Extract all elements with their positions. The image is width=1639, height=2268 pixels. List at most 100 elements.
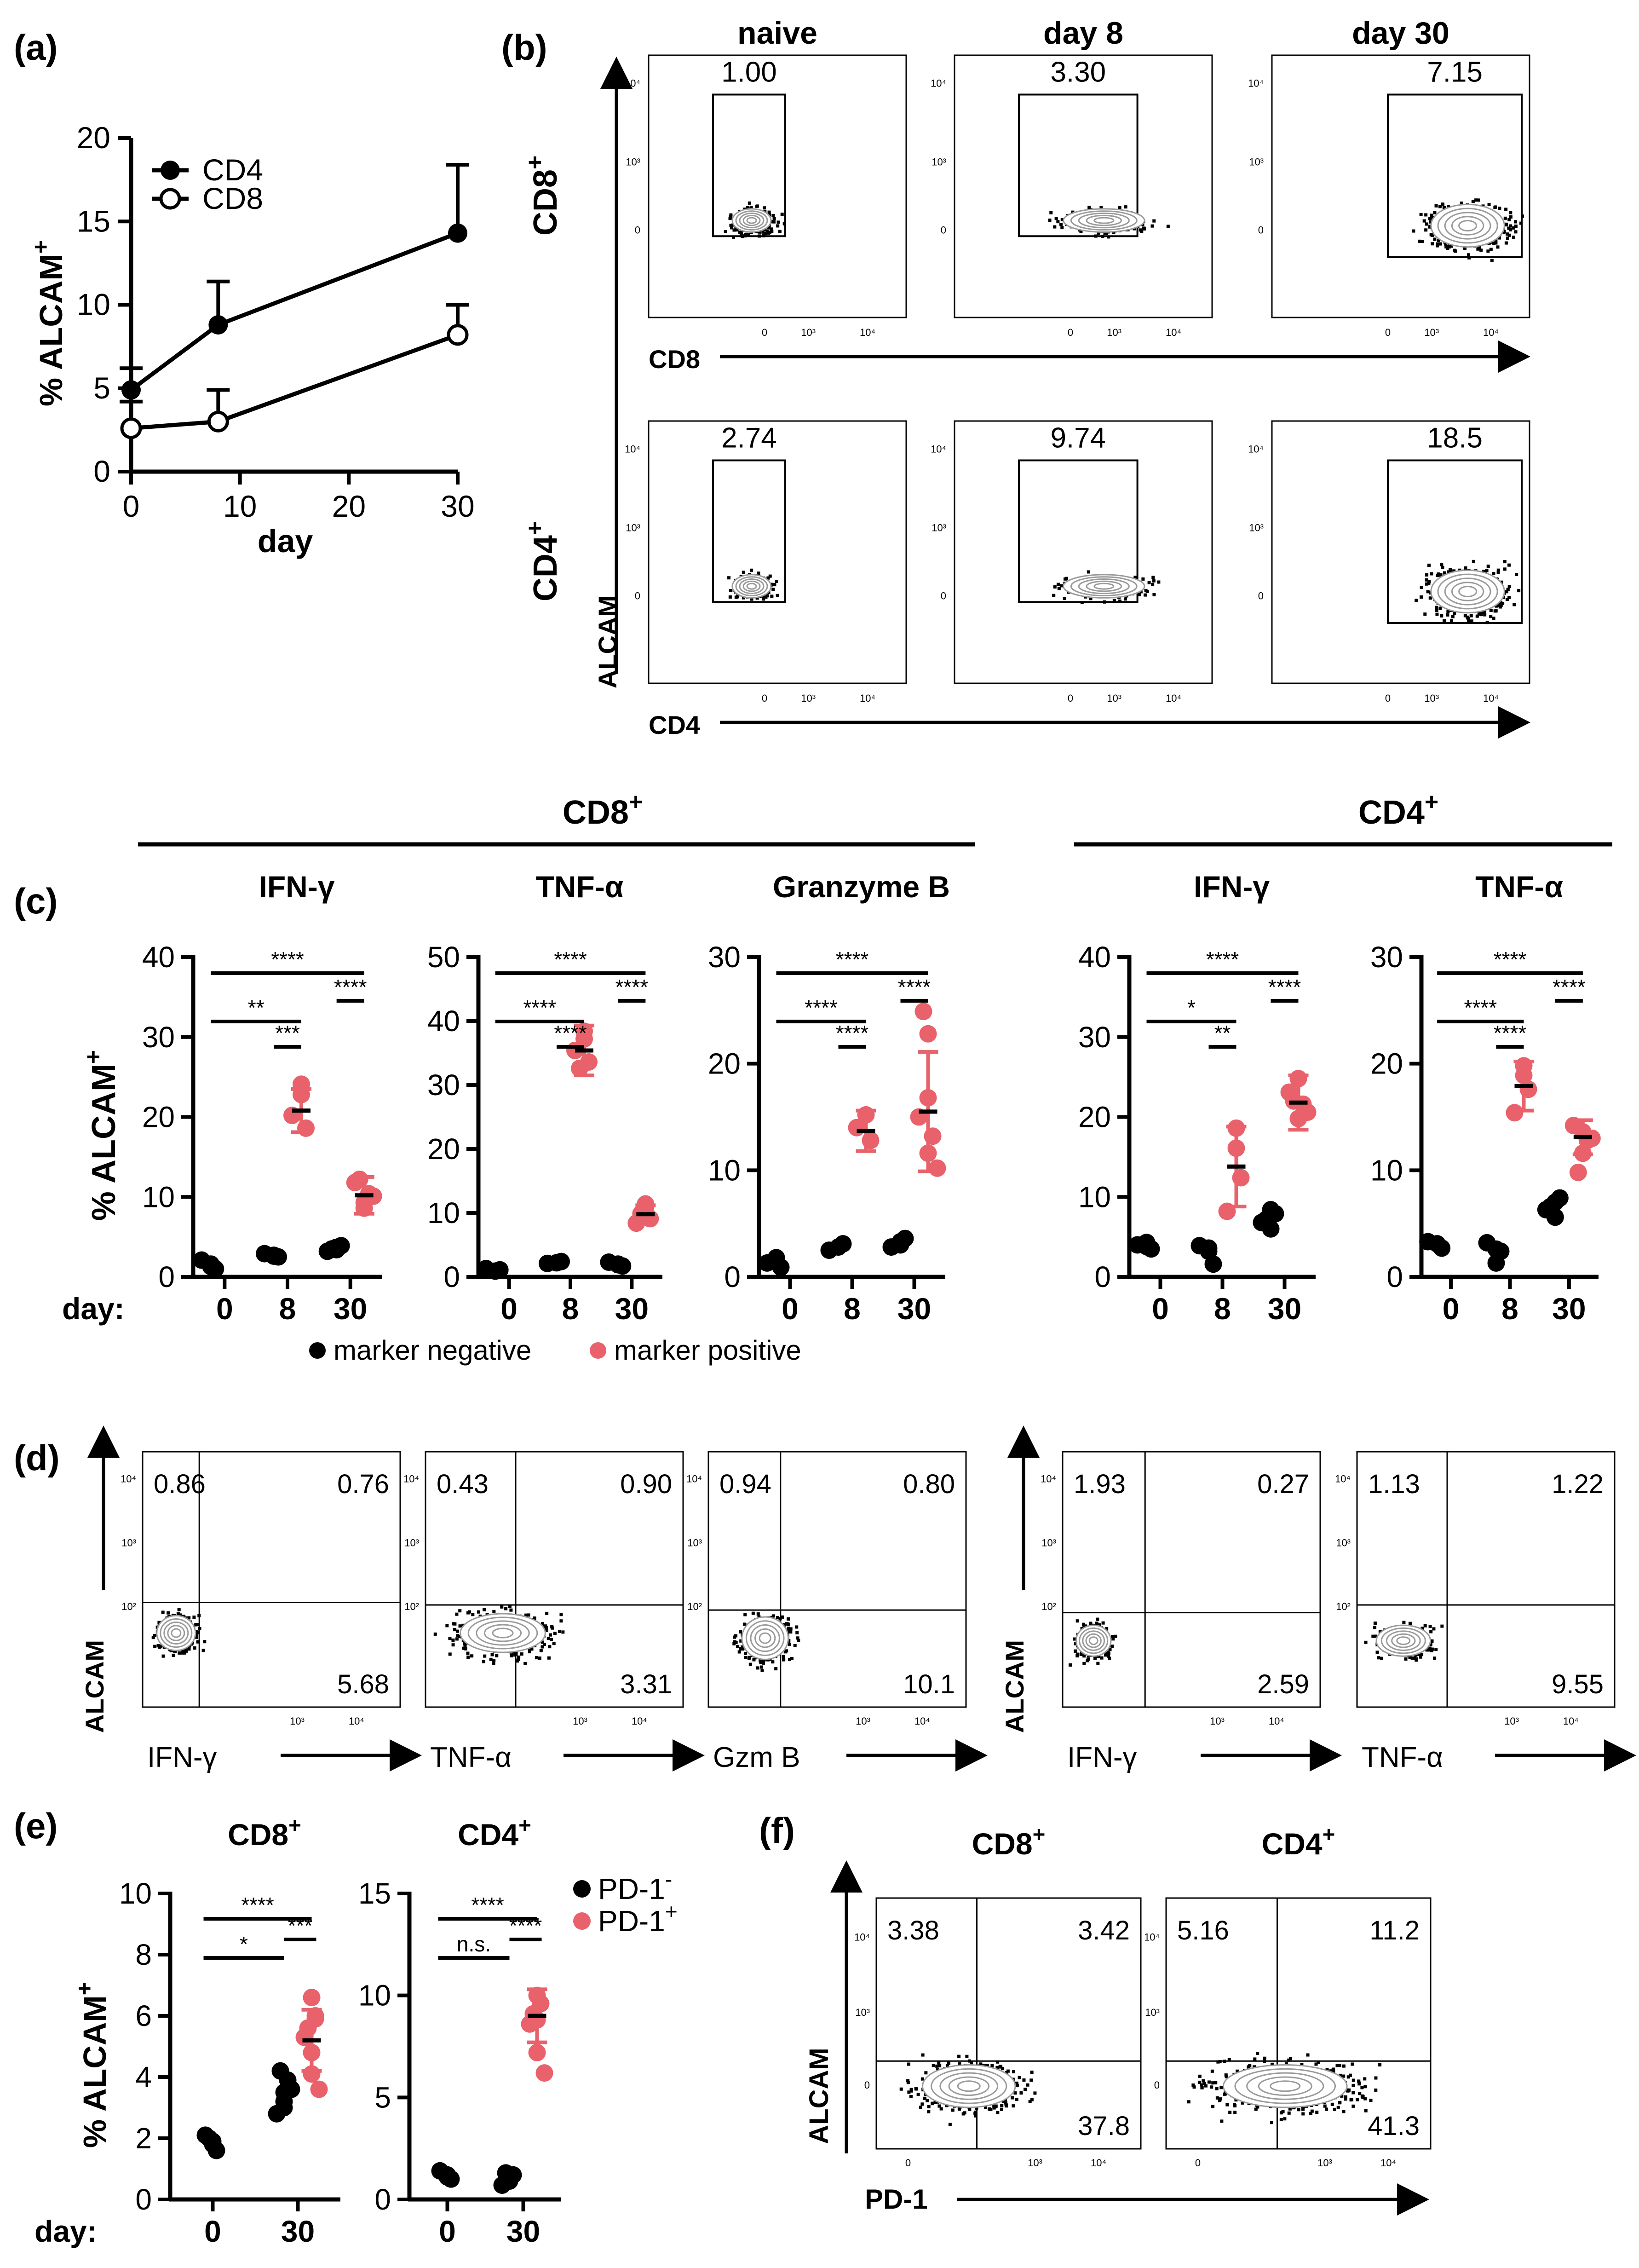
event-dot (780, 213, 784, 216)
event-dot (1133, 576, 1137, 579)
event-dot (762, 1659, 765, 1662)
y-tick-label: 20 (142, 1101, 175, 1134)
quadrant-lower-right: 2.59 (1257, 1669, 1309, 1699)
event-dot (528, 1650, 531, 1654)
contour-ring (1222, 2064, 1348, 2108)
x-tick-label: 8 (562, 1292, 579, 1326)
significance-label: **** (898, 975, 931, 999)
event-dot (1279, 2111, 1283, 2115)
event-dot (1011, 2096, 1014, 2100)
event-dot (1437, 572, 1440, 576)
event-dot (1377, 1656, 1380, 1660)
event-dot (1080, 600, 1084, 604)
panel-letter: (b) (501, 27, 547, 68)
event-dot (927, 2105, 931, 2108)
event-dot (1333, 2107, 1336, 2111)
y-tick-label: 10³ (121, 1537, 136, 1548)
contour-ring (735, 210, 768, 231)
event-dot (1287, 2058, 1291, 2062)
negative-point (891, 1233, 909, 1251)
contour-ring (1063, 574, 1145, 599)
event-dot (1152, 593, 1156, 596)
column-title: day 30 (1352, 16, 1449, 51)
event-dot (1505, 590, 1509, 594)
event-dot (1107, 235, 1110, 239)
event-dot (1336, 2106, 1340, 2109)
event-dot (1019, 2091, 1023, 2095)
event-dot (1428, 217, 1432, 220)
event-dot (1256, 2052, 1259, 2055)
event-dot (1449, 568, 1452, 571)
event-dot (1437, 239, 1440, 242)
gate-percentage: 3.30 (1050, 57, 1106, 88)
event-dot (1104, 1653, 1108, 1657)
y-tick-label: 20 (708, 1047, 741, 1080)
event-dot (1380, 1656, 1384, 1660)
event-dot (773, 583, 776, 587)
event-dot (1504, 208, 1508, 211)
event-dot (1270, 2121, 1273, 2124)
event-dot (1443, 571, 1446, 575)
event-dot (1479, 248, 1483, 252)
event-dot (1004, 2103, 1008, 2106)
event-dot (161, 1610, 165, 1614)
event-dot (758, 230, 761, 234)
event-dot (1356, 2098, 1359, 2101)
plot-title-main: CD8 (228, 1818, 288, 1852)
event-dot (1434, 1648, 1438, 1651)
event-dot (989, 2107, 993, 2111)
event-dot (927, 2110, 931, 2113)
event-dot (1440, 614, 1443, 617)
event-dot (451, 1638, 455, 1642)
event-dot (755, 204, 759, 208)
significance-label: **** (615, 975, 649, 999)
event-dot (751, 1611, 755, 1615)
x-tick-label: 10³ (1504, 1715, 1519, 1727)
event-dot (1346, 2088, 1349, 2092)
legend-marker (159, 188, 181, 210)
y-axis-label-sup: + (71, 1982, 98, 1995)
event-dot (492, 1659, 496, 1662)
event-dot (1363, 2097, 1367, 2101)
event-dot (1018, 2076, 1021, 2079)
x-tick-label: 10³ (290, 1715, 305, 1727)
group-title-sup: + (1425, 788, 1438, 815)
event-dot (1087, 570, 1090, 574)
event-dot (1105, 1627, 1109, 1631)
event-dot (1256, 2105, 1259, 2109)
event-dot (1373, 1622, 1377, 1625)
event-dot (1512, 603, 1516, 606)
flow-plot-frame (875, 1897, 1142, 2150)
event-dot (919, 2106, 923, 2109)
flow-plot-frame (1356, 1451, 1616, 1708)
event-dot (770, 227, 773, 231)
event-dot (749, 206, 753, 210)
series-line-cd4 (130, 231, 459, 392)
event-dot (1089, 1622, 1093, 1625)
group-title: CD8+ (563, 788, 643, 831)
event-dot (1446, 610, 1450, 613)
event-dot (1060, 218, 1064, 221)
event-dot (1300, 2063, 1304, 2066)
event-dot (1314, 2062, 1318, 2066)
significance-label: ** (1214, 1021, 1231, 1045)
event-dot (482, 1660, 485, 1663)
event-dot (1105, 231, 1109, 235)
event-dot (1234, 2098, 1238, 2102)
event-dot (1374, 1634, 1377, 1638)
event-dot (468, 1610, 472, 1614)
event-dot (916, 2093, 920, 2096)
event-dot (994, 2104, 998, 2108)
contour-ring (1246, 2072, 1324, 2100)
x-tick-label: 10⁴ (349, 1715, 364, 1727)
event-dot (782, 222, 786, 225)
event-dot (544, 1624, 547, 1628)
contour-ring (741, 1616, 789, 1660)
event-dot (535, 1656, 539, 1660)
x-tick-label: 10³ (1107, 693, 1121, 704)
event-dot (1444, 245, 1448, 249)
x-tick-label: 10⁴ (1091, 2157, 1106, 2169)
gate-box (1387, 93, 1523, 258)
y-tick-label: 10² (1041, 1601, 1056, 1612)
event-dot (1426, 590, 1430, 594)
